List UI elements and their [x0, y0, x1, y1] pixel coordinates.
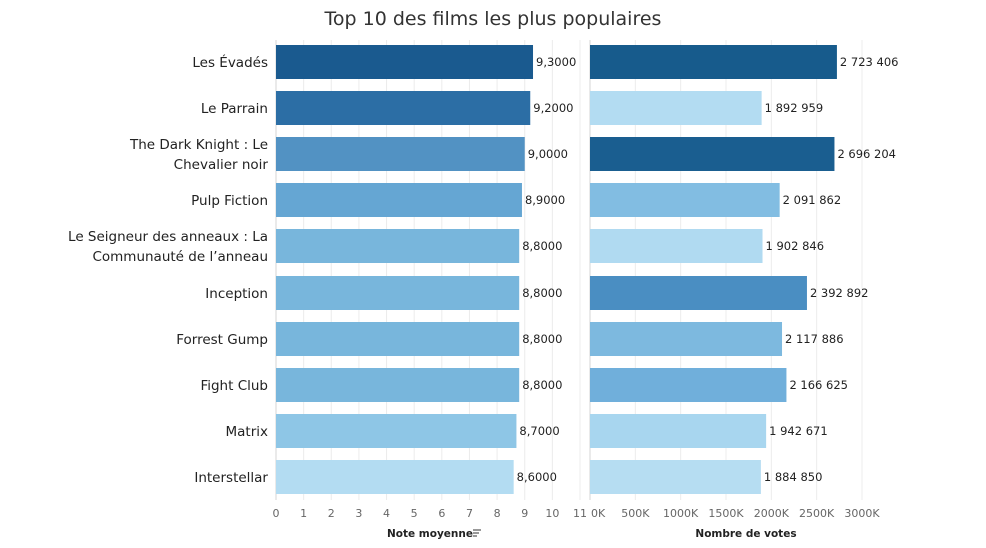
bar[interactable] [276, 276, 520, 310]
data-label: 8,8000 [522, 378, 562, 392]
data-label: 8,8000 [522, 332, 562, 346]
bar[interactable] [276, 45, 534, 79]
category-label: Fight Club [200, 378, 268, 394]
tick-label: 0 [273, 507, 280, 520]
tick-label: 3000K [844, 507, 880, 520]
bar[interactable] [590, 183, 780, 217]
category-labels: Les Évadés Le Parrain The Dark Knight : Le… [68, 54, 268, 486]
tick-label: 2500K [799, 507, 835, 520]
tick-label: 10 [545, 507, 559, 520]
data-label: 8,6000 [517, 470, 557, 484]
data-label: 1 892 959 [765, 101, 824, 115]
data-label: 1 884 850 [764, 470, 823, 484]
data-label: 9,0000 [528, 147, 568, 161]
category-label: The Dark Knight : Le [129, 137, 268, 153]
data-label: 2 392 892 [810, 286, 869, 300]
bar[interactable] [276, 137, 525, 171]
chart-title: Top 10 des films les plus populaires [324, 8, 662, 30]
category-label: Le Parrain [201, 101, 268, 117]
tick-label: 2 [328, 507, 335, 520]
tick-label: 0K [591, 507, 606, 520]
category-label: Communauté de l’anneau [92, 249, 268, 265]
bar[interactable] [590, 91, 762, 125]
data-label: 8,8000 [522, 239, 562, 253]
data-label: 8,8000 [522, 286, 562, 300]
tick-label: 1500K [708, 507, 744, 520]
tick-label: 5 [411, 507, 418, 520]
data-label: 2 723 406 [840, 55, 899, 69]
data-label: 1 942 671 [769, 424, 828, 438]
data-label: 8,9000 [525, 193, 565, 207]
bar[interactable] [590, 137, 835, 171]
sort-descending-icon[interactable] [473, 529, 481, 537]
data-label: 2 117 886 [785, 332, 844, 346]
tick-label: 500K [621, 507, 650, 520]
bar[interactable] [590, 414, 767, 448]
bar[interactable] [590, 460, 761, 494]
bar[interactable] [276, 368, 520, 402]
bar[interactable] [590, 229, 763, 263]
bar[interactable] [276, 322, 520, 356]
tick-label: 3 [355, 507, 362, 520]
bar[interactable] [590, 322, 783, 356]
category-label: Forrest Gump [176, 332, 268, 348]
data-label: 2 166 625 [789, 378, 848, 392]
tick-label: 8 [494, 507, 501, 520]
bar[interactable] [276, 229, 520, 263]
note-panel: 9,3000 9,2000 9,0000 8,9000 8,8000 8,8000 8,80… [273, 40, 587, 520]
bar[interactable] [276, 91, 531, 125]
category-label: Pulp Fiction [191, 193, 268, 209]
category-label: Les Évadés [192, 54, 268, 71]
category-label: Matrix [225, 424, 268, 440]
x-axis-title-votes: Nombre de votes [695, 528, 796, 540]
tick-label: 7 [466, 507, 473, 520]
data-label: 1 902 846 [766, 239, 825, 253]
tick-label: 9 [521, 507, 528, 520]
tick-label: 1000K [663, 507, 699, 520]
bar[interactable] [276, 183, 522, 217]
tick-label: 6 [438, 507, 445, 520]
bar[interactable] [590, 368, 787, 402]
tick-label: 1 [300, 507, 307, 520]
data-label: 9,3000 [536, 55, 576, 69]
x-axis-title-note: Note moyenne [387, 528, 473, 540]
data-label: 9,2000 [533, 101, 573, 115]
data-label: 8,7000 [519, 424, 559, 438]
category-label: Inception [205, 286, 268, 302]
data-label: 2 091 862 [783, 193, 842, 207]
bar[interactable] [276, 460, 514, 494]
tick-label: 2000K [754, 507, 790, 520]
bar[interactable] [276, 414, 517, 448]
votes-panel: 2 723 406 1 892 959 2 696 204 2 091 862 1 90… [589, 40, 899, 520]
tick-label: 11 [573, 507, 587, 520]
category-label: Chevalier noir [174, 157, 269, 173]
category-label: Interstellar [194, 470, 268, 486]
bar[interactable] [590, 276, 807, 310]
tick-label: 4 [383, 507, 390, 520]
data-label: 2 696 204 [837, 147, 896, 161]
category-label: Le Seigneur des anneaux : La [68, 229, 268, 245]
bar[interactable] [590, 45, 837, 79]
